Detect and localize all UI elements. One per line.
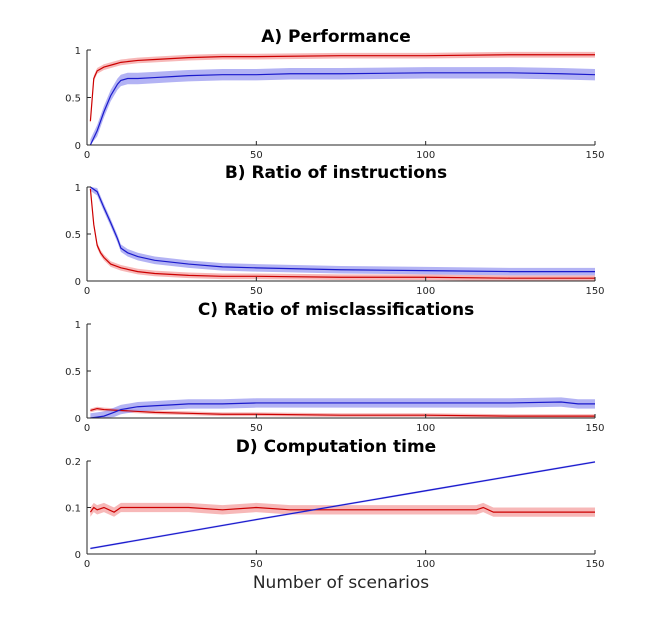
x-tick-label: 0 — [84, 286, 90, 297]
chart-instructions: B) Ratio of instructions 0 50 100 150 0 0.5 1 — [65, 163, 604, 297]
x-tick-label: 100 — [416, 150, 435, 161]
series-line-red — [89, 506, 595, 513]
y-tick-label: 0.5 — [65, 367, 81, 378]
series-line-red — [89, 54, 595, 122]
y-tick-label: 1 — [75, 183, 81, 194]
chart-title-performance: A) Performance — [261, 27, 411, 47]
x-tick-label: 150 — [585, 559, 604, 570]
x-tick-label: 150 — [585, 423, 604, 434]
x-tick-label: 150 — [585, 286, 604, 297]
x-tick-label: 50 — [250, 150, 263, 161]
y-tick-label: 0.2 — [65, 457, 81, 468]
y-tick-label: 0 — [75, 277, 81, 288]
x-tick-label: 0 — [84, 150, 90, 161]
x-tick-label: 0 — [84, 423, 90, 434]
series-band-blue — [90, 67, 596, 145]
x-tick-label: 0 — [84, 559, 90, 570]
x-tick-label: 50 — [250, 286, 263, 297]
y-tick-label: 0.5 — [65, 230, 81, 241]
series-line-blue — [90, 401, 595, 419]
x-tick-label: 150 — [585, 150, 604, 161]
chart-computation-time: D) Computation time 0 50 100 150 0 0.1 0.2 — [65, 437, 604, 570]
y-tick-label: 0.5 — [65, 94, 81, 105]
y-tick-label: 0 — [75, 550, 81, 561]
x-tick-label: 50 — [250, 423, 263, 434]
y-tick-label: 0.1 — [65, 504, 81, 515]
series-line-blue — [89, 72, 596, 146]
chart-misclassifications: C) Ratio of misclassifications 0 50 100 150 0… — [65, 300, 604, 434]
x-tick-label: 100 — [416, 423, 435, 434]
y-tick-label: 1 — [75, 46, 81, 57]
series-line-blue — [90, 186, 595, 273]
chart-title-instructions: B) Ratio of instructions — [225, 163, 447, 183]
chart-title-misclassifications: C) Ratio of misclassifications — [198, 300, 474, 320]
x-tick-label: 50 — [250, 559, 263, 570]
x-tick-label: 100 — [416, 286, 435, 297]
figure-xlabel: Number of scenarios — [253, 573, 429, 593]
series-band-red — [90, 51, 596, 125]
series-line-red — [89, 188, 595, 279]
x-tick-label: 100 — [416, 559, 435, 570]
series-line-blue — [90, 461, 596, 550]
y-tick-label: 0 — [75, 414, 81, 425]
chart-title-computation-time: D) Computation time — [236, 437, 436, 457]
y-tick-label: 1 — [75, 320, 81, 331]
chart-performance: A) Performance 0 50 100 150 0 0.5 1 — [65, 27, 604, 161]
y-tick-label: 0 — [75, 141, 81, 152]
